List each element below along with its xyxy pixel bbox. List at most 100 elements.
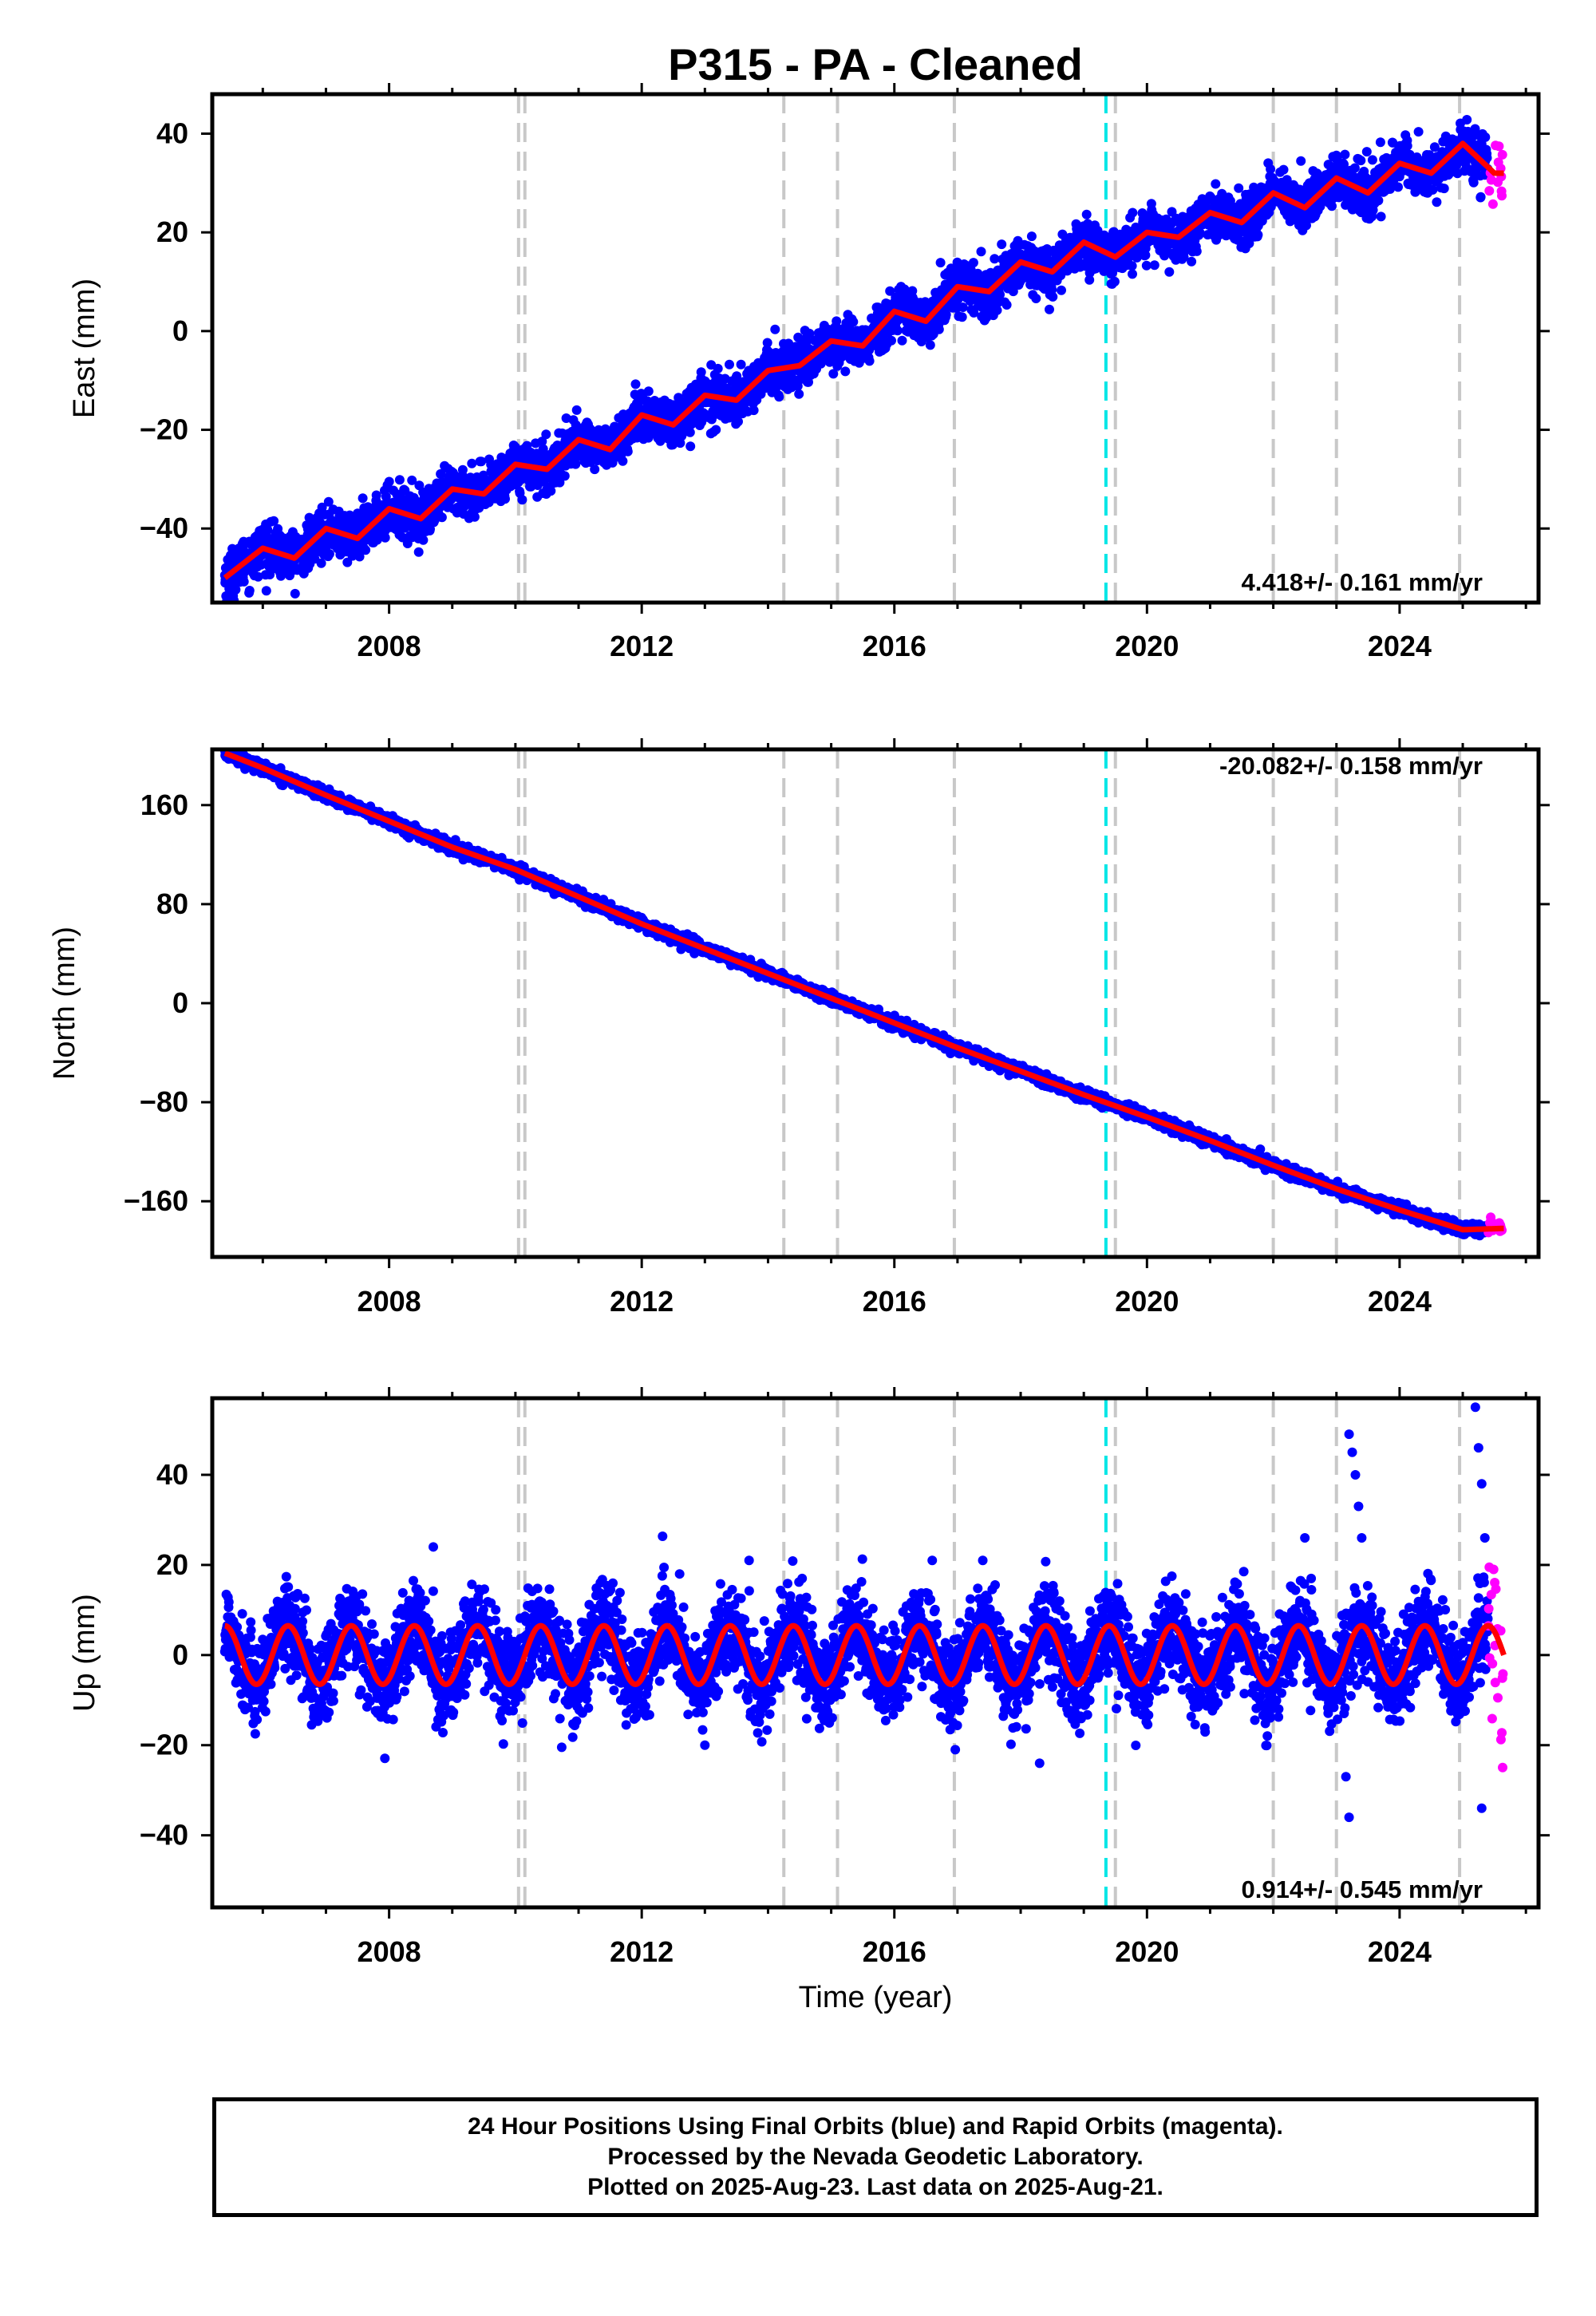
final-orbit-point	[517, 495, 527, 505]
final-orbit-point	[1432, 197, 1442, 207]
final-orbit-point	[559, 471, 570, 481]
final-orbit-point	[864, 356, 875, 366]
y-tick-label: 0	[172, 314, 188, 347]
final-orbit-point	[231, 584, 241, 595]
final-orbit-point	[774, 392, 784, 402]
final-orbit-point	[323, 496, 334, 507]
final-orbit-point	[1266, 164, 1276, 174]
final-orbit-point	[762, 338, 772, 348]
final-orbit-point	[361, 545, 371, 555]
final-orbit-point	[622, 446, 633, 456]
y-tick-label: 40	[156, 117, 188, 149]
final-orbit-point	[469, 512, 480, 522]
final-orbit-point	[1211, 179, 1221, 189]
final-orbit-point	[1356, 156, 1366, 166]
final-orbit-point	[1480, 132, 1491, 142]
final-orbit-point	[749, 405, 759, 416]
y-tick-label: 20	[156, 215, 188, 248]
final-orbit-point	[892, 326, 903, 336]
final-orbit-point	[1376, 211, 1386, 222]
final-orbit-point	[571, 459, 581, 469]
final-orbit-point	[437, 512, 447, 523]
final-orbit-point	[655, 436, 666, 446]
x-tick-label: 2024	[1368, 630, 1432, 662]
final-orbit-point	[887, 335, 896, 346]
final-orbit-point	[1462, 115, 1472, 124]
final-orbit-point	[1045, 304, 1054, 314]
final-orbit-point	[500, 494, 510, 504]
final-orbit-point	[263, 524, 273, 535]
x-tick-label: 2012	[610, 630, 674, 662]
final-orbit-point	[1393, 182, 1403, 192]
rapid-orbit-point	[1487, 199, 1498, 209]
final-orbit-point	[685, 441, 696, 452]
final-orbit-point	[713, 363, 723, 373]
y-tick-label: −40	[140, 512, 188, 544]
final-orbit-point	[476, 456, 487, 467]
final-orbit-point	[1234, 183, 1244, 193]
final-orbit-point	[832, 316, 842, 326]
final-orbit-point	[1349, 163, 1360, 173]
final-orbit-point	[770, 324, 780, 334]
final-orbit-point	[1031, 294, 1041, 303]
final-orbit-point	[436, 469, 446, 480]
final-orbit-point	[239, 576, 249, 587]
final-orbit-point	[1375, 137, 1385, 148]
final-orbit-point	[1413, 127, 1424, 137]
final-orbit-point	[1128, 269, 1137, 279]
data-points	[219, 115, 1507, 603]
final-orbit-point	[733, 417, 743, 427]
final-orbit-point	[1026, 231, 1037, 242]
final-orbit-point	[269, 516, 279, 526]
final-orbit-point	[1057, 285, 1066, 295]
final-orbit-point	[324, 549, 334, 559]
rate-annotation: 4.418+/- 0.161 mm/yr	[1242, 568, 1483, 596]
final-orbit-point	[1001, 300, 1012, 310]
final-orbit-point	[316, 558, 326, 568]
final-orbit-point	[467, 458, 477, 468]
final-orbit-point	[342, 557, 353, 567]
data-points	[219, 749, 1507, 1241]
final-orbit-point	[925, 340, 935, 350]
final-orbit-point	[968, 258, 978, 268]
rapid-orbit-point	[1497, 191, 1507, 201]
final-orbit-point	[934, 324, 944, 334]
final-orbit-point	[541, 429, 551, 440]
final-orbit-point	[1149, 260, 1159, 271]
final-orbit-point	[1439, 184, 1449, 194]
final-orbit-point	[976, 247, 986, 257]
final-orbit-point	[555, 477, 565, 488]
final-orbit-point	[244, 586, 255, 595]
final-orbit-point	[394, 475, 405, 485]
final-orbit-point	[607, 457, 618, 468]
final-orbit-point	[1253, 230, 1263, 240]
final-orbit-point	[413, 547, 424, 557]
final-orbit-point	[384, 476, 394, 487]
final-orbit-point	[848, 317, 859, 327]
final-orbit-point	[1367, 155, 1377, 165]
final-orbit-point	[354, 551, 365, 562]
final-orbit-point	[630, 379, 641, 389]
final-orbit-point	[1340, 149, 1350, 160]
final-orbit-point	[935, 258, 946, 268]
final-orbit-point	[1373, 196, 1384, 206]
final-orbit-point	[840, 366, 851, 377]
final-orbit-point	[571, 405, 582, 415]
final-orbit-point	[358, 493, 368, 504]
rapid-orbit-point	[1497, 149, 1507, 160]
x-tick-label: 2008	[358, 630, 421, 662]
y-axis-label: East (mm)	[68, 279, 101, 418]
final-orbit-point	[696, 367, 706, 377]
final-orbit-point	[407, 475, 417, 485]
final-orbit-point	[1081, 209, 1092, 219]
final-orbit-point	[997, 239, 1007, 250]
rapid-orbit-point	[1494, 141, 1504, 152]
final-orbit-point	[261, 586, 271, 596]
final-orbit-point	[253, 571, 263, 582]
rapid-orbit-point	[1484, 186, 1495, 196]
final-orbit-point	[1164, 267, 1175, 277]
final-orbit-point	[1402, 140, 1412, 151]
